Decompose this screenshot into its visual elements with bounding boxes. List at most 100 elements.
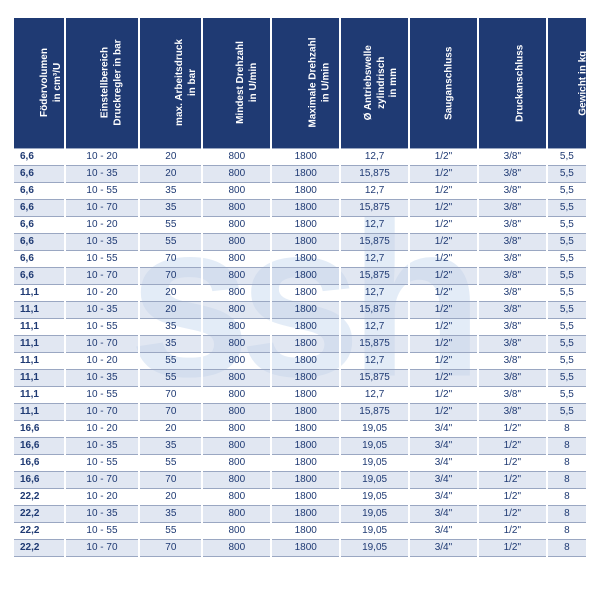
table-row: 11,110 - 3555800180015,8751/2"3/8"5,5	[13, 369, 587, 386]
table-cell: 3/4"	[409, 437, 478, 454]
table-cell: 3/8"	[478, 267, 547, 284]
table-cell: 11,1	[13, 369, 65, 386]
table-cell: 10 - 55	[65, 250, 140, 267]
table-cell: 70	[139, 539, 202, 556]
table-cell: 1800	[271, 539, 340, 556]
table-row: 22,210 - 2020800180019,053/4"1/2"8	[13, 488, 587, 505]
table-cell: 1/2"	[409, 182, 478, 199]
column-header: EinstellbereichDruckregler in bar	[65, 18, 140, 148]
table-cell: 3/8"	[478, 284, 547, 301]
table-cell: 5,5	[547, 301, 587, 318]
table-cell: 11,1	[13, 335, 65, 352]
table-cell: 8	[547, 420, 587, 437]
table-cell: 6,6	[13, 233, 65, 250]
table-cell: 1/2"	[478, 522, 547, 539]
table-cell: 1800	[271, 403, 340, 420]
column-header: Ø Antriebswellezylindrischin mm	[340, 18, 409, 148]
table-cell: 800	[202, 369, 271, 386]
table-cell: 1/2"	[409, 216, 478, 233]
table-cell: 5,5	[547, 165, 587, 182]
table-cell: 8	[547, 505, 587, 522]
table-cell: 3/8"	[478, 301, 547, 318]
table-cell: 5,5	[547, 352, 587, 369]
table-cell: 16,6	[13, 471, 65, 488]
table-cell: 35	[139, 199, 202, 216]
table-row: 6,610 - 7035800180015,8751/2"3/8"5,5	[13, 199, 587, 216]
table-cell: 15,875	[340, 403, 409, 420]
table-cell: 3/8"	[478, 335, 547, 352]
table-cell: 3/8"	[478, 182, 547, 199]
table-row: 6,610 - 2055800180012,71/2"3/8"5,5	[13, 216, 587, 233]
table-cell: 35	[139, 335, 202, 352]
table-cell: 16,6	[13, 454, 65, 471]
table-cell: 1/2"	[409, 233, 478, 250]
table-cell: 5,5	[547, 403, 587, 420]
table-cell: 12,7	[340, 352, 409, 369]
table-cell: 20	[139, 488, 202, 505]
table-cell: 1800	[271, 267, 340, 284]
table-cell: 1/2"	[409, 284, 478, 301]
table-cell: 19,05	[340, 505, 409, 522]
table-cell: 3/8"	[478, 199, 547, 216]
table-cell: 800	[202, 301, 271, 318]
table-cell: 12,7	[340, 148, 409, 165]
table-cell: 800	[202, 267, 271, 284]
table-row: 22,210 - 3535800180019,053/4"1/2"8	[13, 505, 587, 522]
table-cell: 19,05	[340, 420, 409, 437]
table-cell: 55	[139, 454, 202, 471]
table-cell: 10 - 55	[65, 522, 140, 539]
column-header: Gewicht in kg	[547, 18, 587, 148]
table-cell: 55	[139, 522, 202, 539]
table-cell: 22,2	[13, 522, 65, 539]
table-cell: 5,5	[547, 148, 587, 165]
table-cell: 12,7	[340, 284, 409, 301]
table-cell: 55	[139, 352, 202, 369]
table-cell: 1800	[271, 437, 340, 454]
column-header: Mindest Drehzahlin U/min	[202, 18, 271, 148]
table-cell: 12,7	[340, 318, 409, 335]
table-cell: 800	[202, 284, 271, 301]
table-cell: 6,6	[13, 216, 65, 233]
table-cell: 10 - 35	[65, 505, 140, 522]
table-cell: 3/4"	[409, 488, 478, 505]
table-cell: 19,05	[340, 437, 409, 454]
table-cell: 15,875	[340, 335, 409, 352]
table-cell: 800	[202, 318, 271, 335]
table-cell: 10 - 55	[65, 318, 140, 335]
column-header: Sauganschluss	[409, 18, 478, 148]
table-cell: 10 - 20	[65, 488, 140, 505]
table-cell: 70	[139, 267, 202, 284]
table-cell: 5,5	[547, 267, 587, 284]
table-cell: 22,2	[13, 505, 65, 522]
table-row: 11,110 - 2020800180012,71/2"3/8"5,5	[13, 284, 587, 301]
table-cell: 1800	[271, 199, 340, 216]
column-header: Maximale Drehzahlin U/min	[271, 18, 340, 148]
table-cell: 16,6	[13, 420, 65, 437]
table-cell: 10 - 70	[65, 471, 140, 488]
table-cell: 6,6	[13, 182, 65, 199]
table-cell: 5,5	[547, 386, 587, 403]
table-cell: 12,7	[340, 216, 409, 233]
table-cell: 5,5	[547, 284, 587, 301]
table-cell: 11,1	[13, 386, 65, 403]
table-cell: 15,875	[340, 369, 409, 386]
table-cell: 11,1	[13, 318, 65, 335]
table-cell: 15,875	[340, 267, 409, 284]
table-cell: 10 - 70	[65, 539, 140, 556]
table-row: 16,610 - 5555800180019,053/4"1/2"8	[13, 454, 587, 471]
table-cell: 3/8"	[478, 148, 547, 165]
table-cell: 19,05	[340, 539, 409, 556]
table-cell: 8	[547, 488, 587, 505]
table-cell: 3/8"	[478, 369, 547, 386]
table-cell: 3/8"	[478, 352, 547, 369]
table-cell: 800	[202, 403, 271, 420]
table-cell: 1/2"	[409, 369, 478, 386]
column-header: max. Arbeitsdruckin bar	[139, 18, 202, 148]
table-cell: 8	[547, 471, 587, 488]
table-cell: 800	[202, 471, 271, 488]
table-cell: 1/2"	[478, 471, 547, 488]
table-cell: 10 - 55	[65, 386, 140, 403]
table-cell: 15,875	[340, 233, 409, 250]
table-cell: 800	[202, 488, 271, 505]
table-cell: 15,875	[340, 165, 409, 182]
